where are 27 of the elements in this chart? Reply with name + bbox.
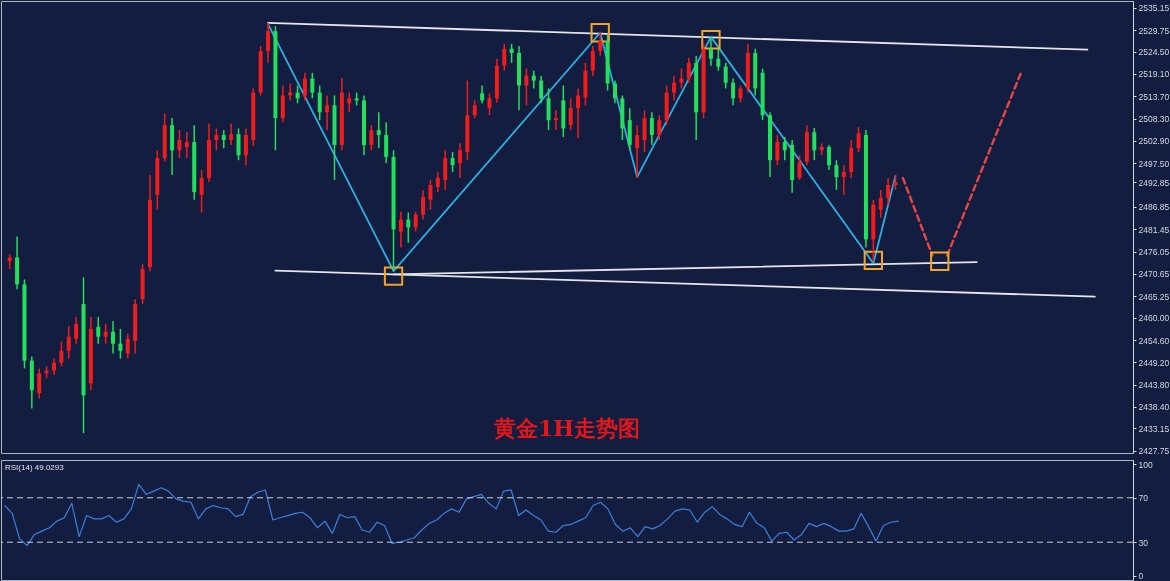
y-tick-label: 2470.65 bbox=[1138, 269, 1170, 280]
y-tick-label: 2433.15 bbox=[1138, 423, 1170, 434]
y-tick-label: 2465.25 bbox=[1138, 291, 1170, 302]
y-tick-label: 2454.60 bbox=[1138, 335, 1170, 346]
y-tick-label: 2460.00 bbox=[1138, 313, 1170, 324]
y-tick-label: 0 bbox=[1138, 571, 1144, 581]
y-tick-label: 2519.10 bbox=[1138, 69, 1170, 80]
y-tick-label: 2535.15 bbox=[1138, 3, 1170, 14]
y-tick-label: 2497.50 bbox=[1138, 158, 1170, 169]
y-tick-label: 2443.80 bbox=[1138, 380, 1170, 391]
y-tick-label: 2502.90 bbox=[1138, 136, 1170, 147]
y-tick-label: 2513.70 bbox=[1138, 91, 1170, 102]
text: 黄金1H走势图 bbox=[492, 415, 641, 441]
y-tick-label: 2529.75 bbox=[1138, 25, 1170, 36]
y-tick-label: 2508.30 bbox=[1138, 114, 1170, 125]
y-tick-label: 70 bbox=[1138, 493, 1149, 504]
y-tick-label: 2438.40 bbox=[1138, 402, 1170, 413]
y-tick-label: 2449.20 bbox=[1138, 357, 1170, 368]
chart-title: RSI(14) 49.0293 bbox=[5, 463, 65, 472]
y-tick-label: 30 bbox=[1138, 537, 1149, 548]
y-tick-label: 2492.85 bbox=[1138, 177, 1170, 188]
y-tick-label: 2427.75 bbox=[1138, 446, 1170, 457]
y-tick-label: 2524.50 bbox=[1138, 47, 1170, 58]
y-tick-label: 100 bbox=[1138, 459, 1153, 470]
y-tick-label: 2486.85 bbox=[1138, 202, 1170, 213]
y-tick-label: 2476.05 bbox=[1138, 247, 1170, 258]
y-tick-label: 2481.45 bbox=[1138, 224, 1170, 235]
